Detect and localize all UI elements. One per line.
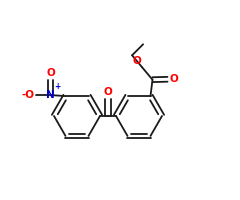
Text: -O: -O — [21, 90, 34, 100]
Text: O: O — [46, 68, 55, 78]
Text: O: O — [170, 74, 179, 84]
Text: O: O — [132, 56, 141, 66]
Text: O: O — [104, 87, 112, 97]
Text: N: N — [46, 90, 55, 100]
Text: +: + — [54, 82, 60, 91]
